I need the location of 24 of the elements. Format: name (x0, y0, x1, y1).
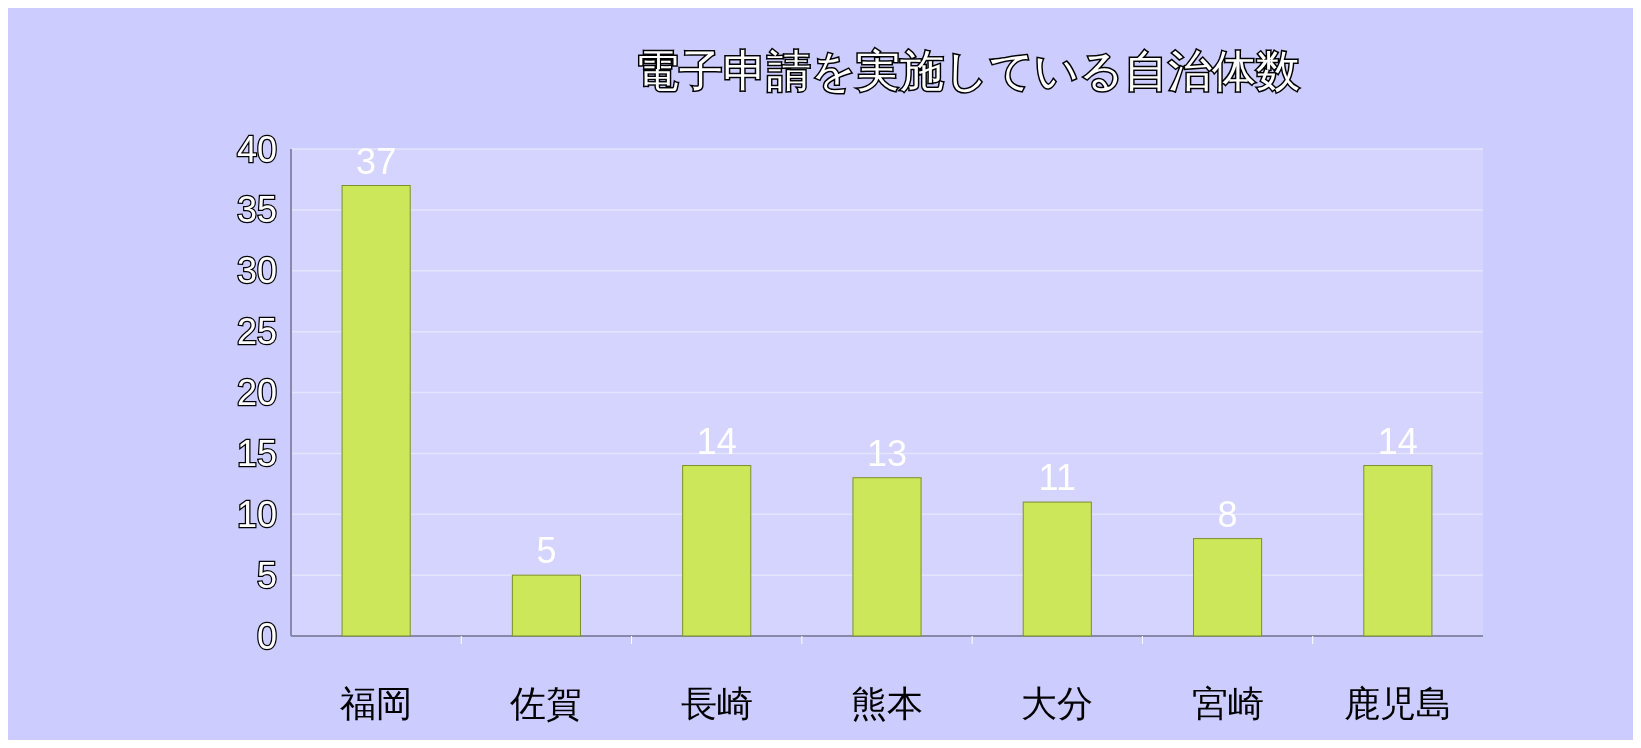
y-tick-label: 5 (256, 554, 277, 596)
x-tick-label: 佐賀 (510, 683, 583, 724)
y-tick-label: 15 (236, 432, 277, 474)
y-tick-label: 0 (256, 615, 277, 657)
bar (341, 185, 411, 637)
bar (682, 465, 752, 637)
x-tick-label: 長崎 (680, 683, 753, 724)
x-tick-label: 熊本 (851, 683, 923, 724)
x-tick-label: 宮崎 (1191, 683, 1264, 724)
y-tick-label: 10 (236, 493, 277, 535)
y-tick-label: 25 (236, 311, 277, 353)
x-tick-label: 大分 (1021, 683, 1094, 724)
bar (1022, 501, 1092, 637)
bar (1193, 538, 1263, 637)
y-tick-label: 35 (236, 189, 277, 231)
x-tick-label: 福岡 (340, 683, 413, 724)
x-tick-label: 鹿児島 (1343, 683, 1452, 724)
bar (1363, 465, 1433, 637)
bar (511, 574, 581, 637)
y-tick-label: 40 (236, 128, 277, 170)
chart-title: 電子申請を実施している自治体数 (634, 45, 1300, 96)
y-tick-label: 20 (236, 372, 277, 414)
bar (852, 477, 922, 637)
y-tick-label: 30 (236, 250, 277, 292)
